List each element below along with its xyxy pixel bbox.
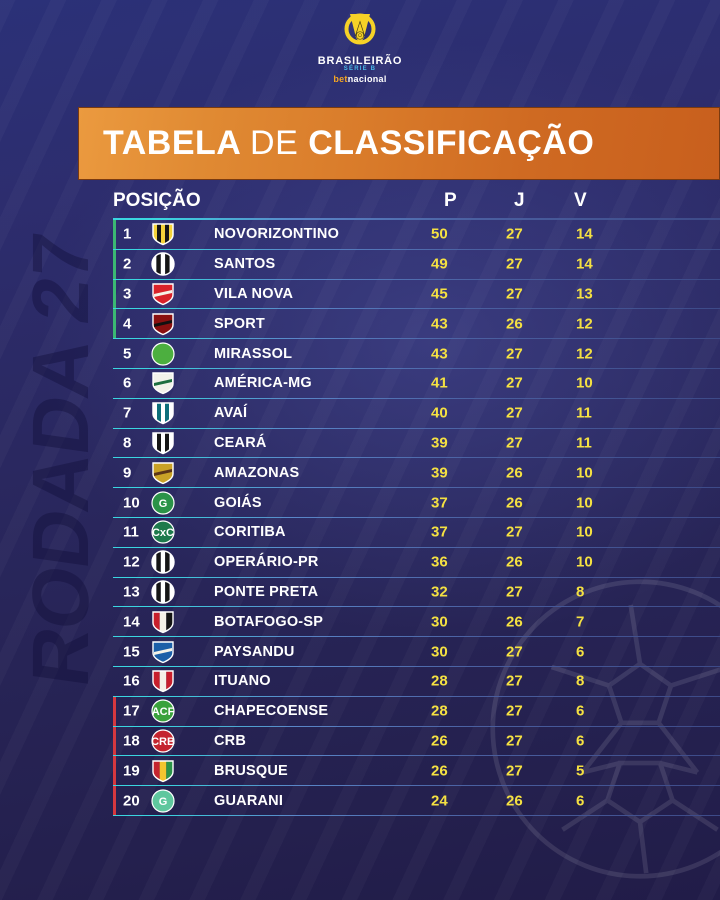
svg-text:CRB: CRB	[151, 736, 175, 748]
svg-text:G: G	[159, 498, 168, 510]
svg-text:G: G	[159, 796, 168, 808]
svg-text:CxC: CxC	[152, 527, 174, 539]
svg-text:ACF: ACF	[152, 706, 175, 718]
